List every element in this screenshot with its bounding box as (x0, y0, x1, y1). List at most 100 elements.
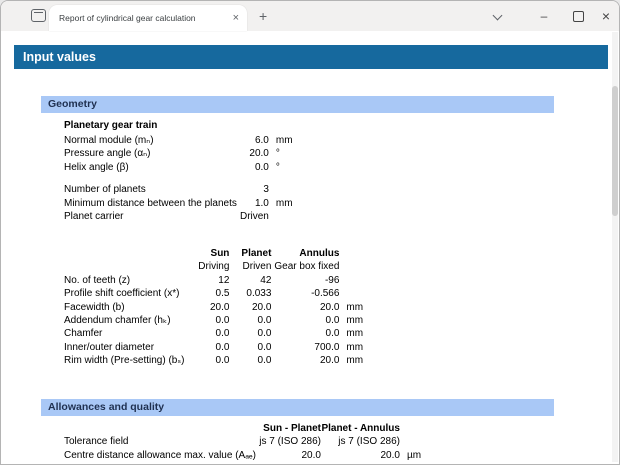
maximize-icon (572, 10, 584, 22)
table-cell (400, 435, 440, 448)
table-row: Chamfer 0.0 0.0 0.0 mm (64, 327, 379, 340)
table-row: Helix angle (β) 0.0 ° (64, 161, 309, 174)
table-cell (269, 183, 309, 196)
gear-table-header: Sun Planet Annulus Driving Driven Gear b… (64, 247, 379, 274)
allowances-table-header: Sun - Planet Planet - Annulus (64, 422, 440, 435)
table-row: Inner/outer diameter 0.0 0.0 700.0 mm (64, 341, 379, 354)
table-cell: Addendum chamfer (hₖ) (64, 315, 171, 327)
table-cell (237, 174, 269, 183)
table-cell: 20.0 (249, 148, 269, 160)
table-cell: Normal module (mₙ) (64, 135, 154, 146)
table-cell: Number of planets (64, 184, 146, 196)
table-cell: 0.0 (215, 355, 230, 367)
table-cell: Centre distance allowance max. value (Aₐ… (64, 449, 256, 461)
table-cell: mm (275, 197, 293, 209)
table-cell: Rim width (Pre-setting) (bₛ) (64, 355, 185, 367)
table-cell: Driven (239, 211, 269, 223)
table-cell: Tolerance field (64, 436, 129, 448)
col-subheader-annulus: Gear box fixed (274, 261, 340, 273)
close-button[interactable]: × (601, 8, 611, 24)
table-cell: 42 (260, 274, 272, 286)
table-cell: 700.0 (314, 341, 340, 353)
table-row (64, 174, 309, 183)
table-cell: 0.0 (254, 161, 269, 173)
table-cell: 1.0 (254, 197, 269, 209)
tab-title: Report of cylindrical gear calculation (59, 13, 196, 23)
vertical-scrollbar[interactable] (612, 32, 618, 462)
col-header-sun-planet: Sun - Planet (263, 423, 321, 434)
table-cell: Inner/outer diameter (64, 341, 155, 353)
table-cell: 0.0 (325, 328, 340, 340)
table-cell: mm (346, 355, 364, 367)
minimize-button[interactable]: – (540, 9, 548, 23)
table-cell: 12 (218, 274, 230, 286)
table-cell: 0.5 (215, 288, 230, 300)
table-cell: Minimum distance between the planets (64, 197, 237, 209)
chevron-down-icon[interactable] (491, 12, 505, 22)
planetary-gear-train-heading: Planetary gear train (64, 120, 158, 131)
table-cell: 0.0 (257, 315, 272, 327)
table-cell: 0.033 (246, 288, 272, 300)
allowances-table: Sun - Planet Planet - Annulus Tolerance … (64, 422, 440, 462)
table-cell: Chamfer (64, 328, 103, 340)
table-cell: Profile shift coefficient (x*) (64, 288, 180, 300)
scrollbar-thumb[interactable] (612, 86, 618, 216)
table-cell: 0.0 (257, 328, 272, 340)
new-tab-button[interactable]: + (259, 8, 268, 24)
table-row: Sun - Planet Planet - Annulus (64, 422, 440, 435)
table-row: Minimum distance between the planets 1.0 m… (64, 197, 309, 210)
table-row: Facewidth (b) 20.0 20.0 20.0 mm (64, 301, 379, 314)
table-row: Sun Planet Annulus (64, 247, 379, 260)
table-cell: No. of teeth (z) (64, 274, 131, 286)
table-row: Tolerance field js 7 (ISO 286) js 7 (ISO 2… (64, 435, 440, 448)
section-header-allowances: Allowances and quality (41, 399, 554, 416)
table-cell (339, 274, 379, 287)
table-row: Number of planets 3 (64, 183, 309, 196)
table-cell: 20.0 (319, 355, 340, 367)
active-tab[interactable]: Report of cylindrical gear calculation × (49, 5, 247, 31)
table-row: Normal module (mₙ) 6.0 mm (64, 134, 309, 147)
col-header-planet: Planet (241, 248, 272, 259)
col-header-planet-annulus: Planet - Annulus (321, 423, 400, 434)
table-cell: 6.0 (254, 135, 269, 146)
table-cell: 0.0 (215, 328, 230, 340)
col-subheader-planet: Driven (242, 261, 272, 273)
table-cell: mm (346, 341, 364, 353)
table-cell: 20.0 (301, 449, 321, 461)
table-cell: ° (275, 148, 280, 160)
table-cell: 20.0 (209, 301, 230, 313)
table-cell: js 7 (ISO 286) (259, 436, 321, 448)
tab-close-icon[interactable]: × (232, 11, 239, 24)
section-header-geometry: Geometry (41, 96, 554, 113)
col-header-sun: Sun (210, 248, 230, 259)
col-header-annulus: Annulus (299, 248, 340, 259)
table-cell: 20.0 (319, 301, 340, 313)
table-cell: -0.566 (311, 288, 340, 300)
geometry-kv-table: Normal module (mₙ) 6.0 mm Pressure angle (α… (64, 134, 309, 223)
col-subheader-sun: Driving (198, 261, 230, 273)
table-cell: ° (275, 161, 280, 173)
table-cell (269, 210, 309, 223)
table-cell: 3 (263, 184, 269, 196)
table-row: Profile shift coefficient (x*) 0.5 0.033 -0… (64, 287, 379, 300)
table-cell: Planet carrier (64, 211, 124, 223)
table-row: Pressure angle (αₙ) 20.0 ° (64, 147, 309, 160)
table-cell: 0.0 (257, 355, 272, 367)
maximize-button[interactable] (563, 1, 593, 31)
gear-geometry-table: Sun Planet Annulus Driving Driven Gear b… (64, 247, 379, 368)
table-cell: 0.0 (325, 315, 340, 327)
table-row: Driving Driven Gear box fixed (64, 260, 379, 273)
table-cell: mm (275, 135, 293, 146)
table-cell (64, 174, 237, 183)
tab-bar: Report of cylindrical gear calculation ×… (1, 1, 619, 31)
table-row: No. of teeth (z) 12 42 -96 (64, 274, 379, 287)
table-cell: mm (346, 315, 364, 327)
table-cell: Facewidth (b) (64, 301, 125, 313)
table-cell: mm (346, 328, 364, 340)
table-cell: Helix angle (β) (64, 161, 129, 173)
table-row: Rim width (Pre-setting) (bₛ) 0.0 0.0 20.0 mm (64, 354, 379, 367)
tab-list-icon[interactable] (31, 9, 46, 22)
table-row: Addendum chamfer (hₖ) 0.0 0.0 0.0 mm (64, 314, 379, 327)
table-cell: 20.0 (380, 449, 400, 461)
table-cell (269, 174, 309, 183)
